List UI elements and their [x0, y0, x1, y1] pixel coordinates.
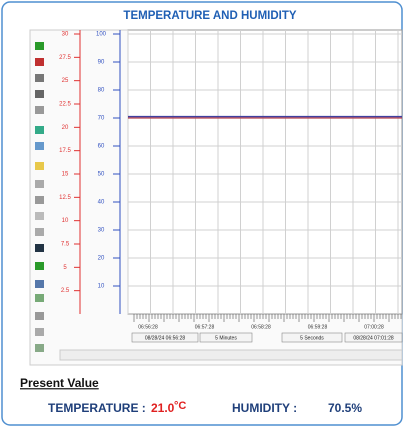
tool-button[interactable] — [35, 180, 44, 188]
humidity-label: HUMIDITY : — [232, 401, 297, 415]
humidity-tick-label: 60 — [98, 144, 105, 150]
temperature-tick-label: 30 — [62, 32, 69, 38]
temperature-tick-label: 2.5 — [61, 288, 70, 294]
temperature-tick-label: 12.5 — [59, 195, 71, 201]
time-bar-label: 08/28/24 07:01:28 — [353, 335, 394, 341]
time-bar-cell — [131, 332, 199, 343]
tool-button[interactable] — [35, 106, 44, 114]
tool-button[interactable] — [35, 212, 44, 220]
scrollbar[interactable] — [59, 349, 403, 361]
humidity-tick-label: 20 — [98, 256, 105, 262]
cursor-button[interactable] — [35, 244, 44, 252]
time-bar-cell — [199, 332, 253, 343]
temperature-tick-label: 5 — [63, 265, 67, 271]
humidity-value: 70.5% — [328, 401, 362, 415]
humidity-tick-label: 80 — [98, 88, 105, 94]
temperature-unit: °C — [174, 400, 186, 412]
present-value-heading: Present Value — [20, 376, 99, 390]
temperature-label: TEMPERATURE : — [48, 401, 146, 415]
time-bar-label: 08/28/24 06:56:28 — [145, 335, 186, 341]
tool-button[interactable] — [35, 228, 44, 236]
time-label: 06:56:28 — [138, 324, 158, 330]
pause-button[interactable] — [35, 58, 44, 66]
plot-area — [127, 29, 403, 315]
humidity-tick-label: 70 — [98, 116, 105, 122]
time-label: 07:00:28 — [364, 324, 384, 330]
tool-button[interactable] — [35, 262, 44, 270]
temperature-tick-label: 22.5 — [59, 102, 71, 108]
tool-button[interactable] — [35, 328, 44, 336]
toolbar[interactable] — [35, 42, 44, 352]
tool-button[interactable] — [35, 90, 44, 98]
time-label: 06:59:28 — [308, 324, 328, 330]
play-button[interactable] — [35, 42, 44, 50]
temperature-tick-label: 15 — [62, 172, 69, 178]
tool-button[interactable] — [35, 74, 44, 82]
tool-button[interactable] — [35, 196, 44, 204]
time-bar-label: 5 Seconds — [300, 335, 324, 341]
time-label: 06:57:28 — [195, 324, 215, 330]
time-bar-cell — [344, 332, 403, 343]
temperature-tick-label: 17.5 — [59, 148, 71, 154]
temperature-tick-label: 27.5 — [59, 55, 71, 61]
time-bar-cell — [281, 332, 343, 343]
title: TEMPERATURE AND HUMIDITY — [123, 10, 296, 22]
temperature-tick-label: 10 — [62, 218, 69, 224]
grid-button[interactable] — [35, 294, 44, 302]
humidity-tick-label: 100 — [96, 32, 107, 38]
time-label: 06:58:28 — [251, 324, 271, 330]
tool-button[interactable] — [35, 126, 44, 134]
tool-button[interactable] — [35, 312, 44, 320]
tool-button[interactable] — [35, 142, 44, 150]
tool-button[interactable] — [35, 280, 44, 288]
humidity-tick-label: 50 — [98, 172, 105, 178]
humidity-tick-label: 10 — [98, 284, 105, 290]
humidity-tick-label: 30 — [98, 228, 105, 234]
temperature-tick-label: 7.5 — [61, 242, 70, 248]
humidity-tick-label: 90 — [98, 60, 105, 66]
tool-button[interactable] — [35, 162, 44, 170]
humidity-tick-label: 40 — [98, 200, 105, 206]
temperature-tick-label: 25 — [62, 78, 69, 84]
tool-button[interactable] — [35, 344, 44, 352]
temperature-tick-label: 20 — [62, 125, 69, 131]
time-bar-label: 5 Minutes — [215, 335, 237, 341]
temperature-value: 21.0 — [151, 401, 175, 415]
